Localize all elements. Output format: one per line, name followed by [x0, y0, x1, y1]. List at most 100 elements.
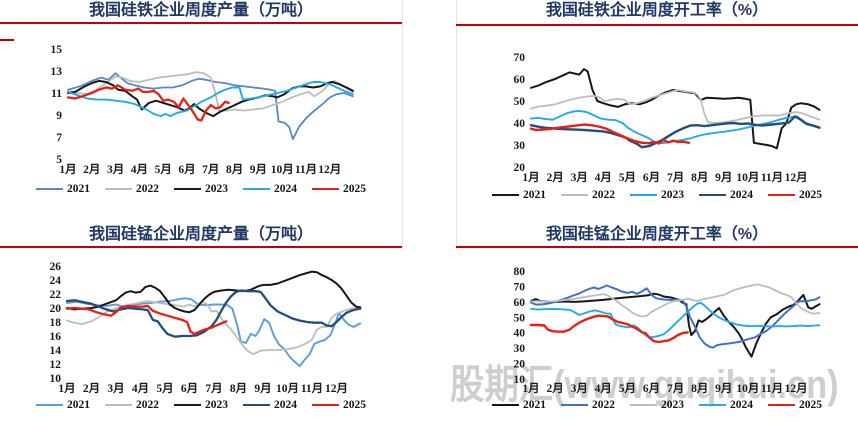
x-tick-label: 2月 — [83, 382, 100, 395]
y-tick-label: 40 — [514, 118, 526, 130]
x-tick-label: 8月 — [230, 382, 247, 395]
x-tick-label: 11月 — [301, 382, 323, 395]
chart-title: 我国硅铁企业周度开工率（%） — [545, 2, 769, 19]
chart-legend: 2021 2022 2023 2024 2025 — [0, 182, 402, 196]
panel-divider-line — [402, 0, 403, 250]
x-tick-label: 6月 — [181, 382, 198, 395]
chart-header: 我国硅铁企业周度开工率（%） — [456, 0, 858, 26]
legend-label: 2025 — [799, 189, 822, 201]
x-tick-label: 8月 — [691, 382, 708, 395]
legend-item-2023: 2023 — [630, 189, 684, 201]
legend-item-2024: 2024 — [243, 399, 297, 411]
legend-label: 2024 — [730, 399, 753, 411]
series-line-2023 — [66, 270, 362, 314]
chart-plot: 15 13 11 9 7 51月 2月 3月 4月 5月 6月 7月 8月 9月 10月 11月 12月 — [51, 44, 354, 176]
legend-label: 2021 — [67, 183, 90, 195]
x-tick-label: 7月 — [202, 163, 219, 176]
x-tick-label: 6月 — [643, 382, 660, 395]
legend-item-2023: 2023 — [174, 399, 228, 411]
legend-line-swatch — [768, 194, 795, 196]
chart-title: 我国硅铁企业周度产量（万吨） — [88, 2, 313, 19]
legend-label: 2024 — [730, 189, 753, 201]
legend-label: 2021 — [523, 189, 546, 201]
x-tick-label: 10月 — [271, 163, 294, 176]
y-tick-label: 16 — [50, 331, 62, 343]
chart-panel-ferrosilicon-production: 我国硅铁企业周度产量（万吨） 15 13 11 9 7 5 1月 2月 3月 4月 5月 6月 7月 8月… — [0, 0, 402, 211]
chart-header: 我国硅锰企业周度开工率（%） — [456, 211, 858, 248]
y-tick-label: 12 — [50, 359, 62, 371]
chart-panel-silicomanganese-operating-rate: 我国硅锰企业周度开工率（%） 80 70 60 50 40 30 20 10 1月 2月 3月 4月 5… — [456, 211, 858, 422]
x-tick-label: 3月 — [571, 171, 588, 184]
legend-item-2021: 2021 — [36, 183, 90, 195]
x-tick-label: 1月 — [522, 171, 539, 184]
legend-line-swatch — [105, 404, 132, 406]
x-tick-label: 1月 — [59, 163, 76, 176]
x-tick-label: 12月 — [785, 171, 808, 184]
x-tick-label: 11月 — [761, 382, 783, 395]
series-line-2025 — [65, 304, 228, 336]
legend-line-swatch — [630, 404, 657, 406]
x-tick-label: 1月 — [522, 382, 539, 395]
y-tick-label: 30 — [514, 140, 526, 152]
chart-panel-silicomanganese-production: 我国硅锰企业周度产量（万吨） 26 24 22 20 18 16 14 12 10 1月 2月 3月 4… — [0, 211, 402, 422]
y-tick-label: 80 — [514, 266, 526, 278]
series-line-2021 — [530, 292, 821, 358]
y-tick-label: 26 — [50, 261, 62, 273]
legend-line-swatch — [36, 404, 63, 406]
legend-line-swatch — [105, 188, 132, 190]
y-tick-label: 9 — [56, 110, 62, 122]
x-tick-label: 3月 — [107, 163, 124, 176]
x-tick-label: 7月 — [205, 382, 222, 395]
y-tick-label: 5 — [56, 154, 62, 166]
series-line-2025 — [529, 314, 689, 344]
x-tick-label: 12月 — [325, 382, 348, 395]
chart-plot-area: 15 13 11 9 7 5 1月 2月 3月 4月 5月 6月 7月 8月 9月 10月 11月 12月 — [0, 24, 402, 182]
legend-item-2025: 2025 — [768, 399, 822, 411]
legend-line-swatch — [243, 404, 270, 406]
legend-label: 2024 — [274, 183, 297, 195]
x-tick-label: 6月 — [178, 163, 195, 176]
legend-line-swatch — [174, 188, 201, 190]
chart-plot-area: 80 70 60 50 40 30 20 10 1月 2月 3月 4月 5月 6月 7月 8月 9月 10月 11月… — [456, 248, 858, 398]
x-tick-label: 6月 — [643, 171, 660, 184]
legend-label: 2023 — [661, 399, 684, 411]
x-tick-label: 4月 — [595, 171, 612, 184]
legend-item-2022: 2022 — [105, 399, 159, 411]
legend-item-2023: 2023 — [174, 183, 228, 195]
chart-legend: 2021 2022 2023 2024 2025 — [456, 188, 858, 202]
y-tick-label: 50 — [514, 96, 526, 108]
y-tick-label: 30 — [514, 343, 526, 355]
legend-item-2021: 2021 — [492, 189, 546, 201]
series-line-2025 — [529, 123, 691, 145]
legend-label: 2025 — [799, 399, 822, 411]
x-tick-label: 9月 — [254, 382, 271, 395]
x-tick-label: 4月 — [132, 382, 149, 395]
x-tick-label: 10月 — [736, 382, 759, 395]
legend-item-2023: 2023 — [630, 399, 684, 411]
legend-label: 2022 — [136, 399, 159, 411]
legend-item-2022: 2022 — [561, 399, 615, 411]
y-tick-label: 20 — [514, 162, 526, 174]
y-tick-label: 10 — [514, 374, 526, 386]
x-tick-label: 7月 — [667, 382, 684, 395]
y-tick-label: 15 — [51, 44, 63, 56]
y-tick-label: 10 — [50, 373, 62, 385]
left-edge-red-mark — [0, 39, 14, 41]
legend-line-swatch — [630, 194, 657, 196]
series-line-2024 — [65, 289, 362, 338]
legend-line-swatch — [312, 188, 339, 190]
y-tick-label: 20 — [50, 303, 62, 315]
series-line-2023 — [530, 283, 821, 318]
x-tick-label: 4月 — [595, 382, 612, 395]
x-tick-label: 11月 — [761, 171, 783, 184]
y-tick-label: 24 — [50, 275, 62, 287]
legend-item-2024: 2024 — [699, 399, 753, 411]
x-tick-label: 2月 — [546, 382, 563, 395]
x-tick-label: 10月 — [736, 171, 759, 184]
legend-label: 2022 — [136, 183, 159, 195]
x-tick-label: 3月 — [107, 382, 124, 395]
legend-item-2025: 2025 — [312, 399, 366, 411]
x-tick-label: 3月 — [571, 382, 588, 395]
